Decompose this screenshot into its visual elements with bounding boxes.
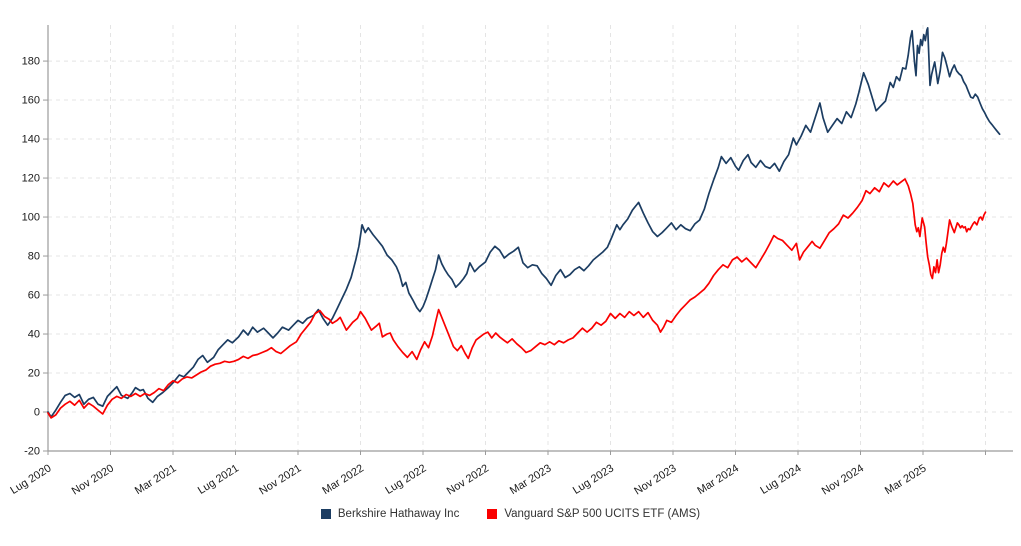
series-line-1	[47, 178, 987, 419]
x-tick-label: Mar 2021	[133, 462, 179, 497]
x-tick-label: Lug 2020	[8, 462, 53, 496]
legend-swatch-berkshire-icon	[320, 509, 331, 519]
series-line-0	[47, 27, 1001, 418]
axes	[43, 25, 1013, 455]
chart-legend: Berkshire Hathaway Inc Vanguard S&P 500 …	[0, 508, 1021, 520]
legend-label-vanguard: Vanguard S&P 500 UCITS ETF (AMS)	[504, 508, 701, 520]
y-tick-label: 120	[22, 173, 40, 185]
y-tick-label: 80	[28, 251, 40, 263]
axis-labels: -20 0 20 40 60 80 100 120 140 160 180 Lug 2020 Nov 2…	[8, 56, 928, 498]
x-tick-label: Lug 2023	[571, 462, 616, 496]
x-tick-label: Nov 2022	[445, 462, 491, 497]
gridlines	[48, 25, 1013, 451]
y-tick-label: 20	[28, 368, 40, 380]
y-tick-label: 0	[34, 407, 40, 419]
y-tick-label: 180	[22, 56, 40, 68]
x-tick-label: Mar 2022	[320, 462, 366, 497]
x-tick-label: Mar 2023	[508, 462, 554, 497]
x-tick-label: Mar 2024	[695, 462, 741, 497]
y-tick-label: 140	[22, 134, 40, 146]
legend-item-berkshire[interactable]: Berkshire Hathaway Inc	[320, 508, 460, 520]
legend-item-vanguard[interactable]: Vanguard S&P 500 UCITS ETF (AMS)	[487, 508, 700, 520]
x-tick-label: Lug 2022	[383, 462, 428, 496]
chart-canvas[interactable]: -20 0 20 40 60 80 100 120 140 160 180 Lug 2020 Nov 2…	[0, 0, 1021, 505]
x-tick-label: Lug 2021	[196, 462, 241, 496]
y-tick-label: 100	[22, 212, 40, 224]
y-tick-label: -20	[24, 446, 40, 458]
y-tick-label: 40	[28, 329, 40, 341]
legend-label-berkshire: Berkshire Hathaway Inc	[337, 508, 460, 520]
y-tick-label: 160	[22, 95, 40, 107]
x-tick-label: Nov 2024	[820, 462, 866, 497]
x-tick-label: Nov 2021	[257, 462, 303, 497]
x-tick-label: Lug 2024	[758, 462, 803, 496]
y-tick-label: 60	[28, 290, 40, 302]
series-lines	[47, 27, 1001, 419]
x-tick-label: Nov 2023	[632, 462, 678, 497]
x-tick-label: Nov 2020	[70, 462, 116, 497]
x-tick-label: Mar 2025	[883, 462, 929, 497]
legend-swatch-vanguard-icon	[487, 509, 498, 519]
